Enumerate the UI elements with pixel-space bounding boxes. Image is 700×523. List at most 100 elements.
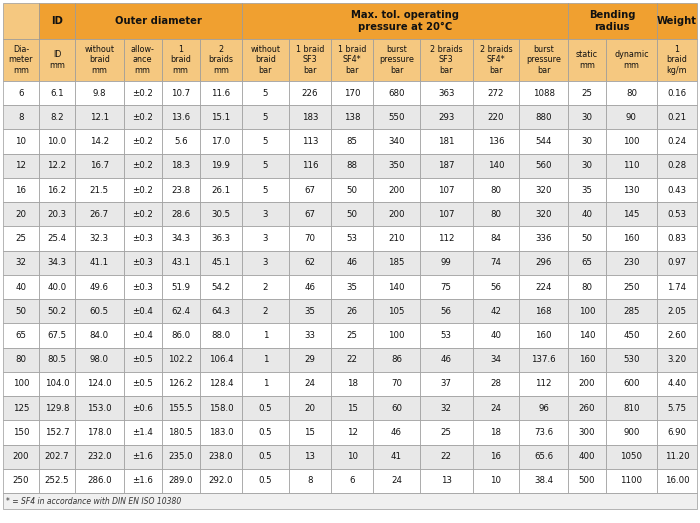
Text: ±1.4: ±1.4 <box>132 428 153 437</box>
Bar <box>39 202 75 226</box>
Text: 80: 80 <box>626 88 637 98</box>
Text: 160: 160 <box>623 234 640 243</box>
Text: 160: 160 <box>536 331 552 340</box>
Text: Outer diameter: Outer diameter <box>115 16 202 26</box>
Bar <box>519 299 568 323</box>
Text: 100: 100 <box>579 306 595 316</box>
Bar <box>331 396 373 420</box>
Bar <box>331 445 373 469</box>
Text: 38.4: 38.4 <box>534 476 553 485</box>
Text: 17.0: 17.0 <box>211 137 230 146</box>
Text: 224: 224 <box>536 282 552 291</box>
Text: 202.7: 202.7 <box>45 452 69 461</box>
Text: allow-
ance
mm: allow- ance mm <box>131 45 155 75</box>
Text: 550: 550 <box>389 113 405 122</box>
Text: 53: 53 <box>441 331 452 340</box>
Bar <box>39 469 75 493</box>
Text: 21.5: 21.5 <box>90 186 108 195</box>
Text: 26.1: 26.1 <box>211 186 230 195</box>
Text: 15: 15 <box>346 404 358 413</box>
Text: 126.2: 126.2 <box>169 380 193 389</box>
Text: 4.40: 4.40 <box>667 380 687 389</box>
Text: 200: 200 <box>13 452 29 461</box>
Text: 105: 105 <box>389 306 405 316</box>
Text: 1050: 1050 <box>620 452 643 461</box>
Text: 153.0: 153.0 <box>87 404 111 413</box>
Text: without
braid
mm: without braid mm <box>84 45 114 75</box>
Bar <box>162 469 200 493</box>
Bar <box>75 348 124 372</box>
Bar <box>606 420 657 445</box>
Bar <box>75 202 124 226</box>
Bar <box>519 154 568 178</box>
Text: 145: 145 <box>623 210 640 219</box>
Text: 1: 1 <box>262 380 268 389</box>
Text: 112: 112 <box>536 380 552 389</box>
Bar <box>75 275 124 299</box>
Bar <box>657 323 697 348</box>
Text: ±0.2: ±0.2 <box>132 210 153 219</box>
Text: static
mm: static mm <box>576 50 598 70</box>
Text: 272: 272 <box>488 88 504 98</box>
Text: 0.97: 0.97 <box>667 258 687 267</box>
Bar <box>242 3 568 39</box>
Bar <box>568 445 606 469</box>
Text: 22: 22 <box>441 452 452 461</box>
Bar <box>288 81 331 105</box>
Text: 293: 293 <box>438 113 454 122</box>
Text: 130: 130 <box>623 186 640 195</box>
Bar <box>331 178 373 202</box>
Bar <box>606 348 657 372</box>
Bar <box>420 251 473 275</box>
Bar <box>162 348 200 372</box>
Text: 129.8: 129.8 <box>45 404 69 413</box>
Bar <box>519 251 568 275</box>
Text: 128.4: 128.4 <box>209 380 233 389</box>
Bar <box>3 299 39 323</box>
Text: 16.00: 16.00 <box>664 476 690 485</box>
Text: 32: 32 <box>441 404 452 413</box>
Text: 500: 500 <box>579 476 595 485</box>
Bar <box>373 202 420 226</box>
Text: 30.5: 30.5 <box>211 210 230 219</box>
Text: 90: 90 <box>626 113 637 122</box>
Bar <box>199 251 242 275</box>
Text: 8.2: 8.2 <box>50 113 64 122</box>
Bar <box>3 251 39 275</box>
Text: 286.0: 286.0 <box>87 476 111 485</box>
Bar <box>420 81 473 105</box>
Bar <box>75 299 124 323</box>
Text: 0.5: 0.5 <box>258 452 272 461</box>
Bar <box>39 154 75 178</box>
Bar <box>519 469 568 493</box>
Bar <box>519 202 568 226</box>
Text: 5: 5 <box>262 137 268 146</box>
Text: 0.28: 0.28 <box>667 161 687 170</box>
Bar <box>420 105 473 130</box>
Bar <box>519 275 568 299</box>
Text: 124.0: 124.0 <box>87 380 111 389</box>
Text: 232.0: 232.0 <box>87 452 111 461</box>
Text: 62: 62 <box>304 258 315 267</box>
Text: 98.0: 98.0 <box>90 355 108 364</box>
Text: 15: 15 <box>304 428 315 437</box>
Bar <box>39 348 75 372</box>
Text: 6: 6 <box>18 88 24 98</box>
Text: 15.1: 15.1 <box>211 113 230 122</box>
Text: 80: 80 <box>491 210 501 219</box>
Text: 100: 100 <box>13 380 29 389</box>
Bar <box>124 105 162 130</box>
Bar <box>420 372 473 396</box>
Text: 80: 80 <box>491 186 501 195</box>
Text: 5.75: 5.75 <box>667 404 687 413</box>
Text: ±0.5: ±0.5 <box>132 380 153 389</box>
Text: 24: 24 <box>391 476 402 485</box>
Text: 600: 600 <box>623 380 640 389</box>
Text: 140: 140 <box>389 282 405 291</box>
Text: 67: 67 <box>304 186 315 195</box>
Bar <box>606 202 657 226</box>
Bar <box>331 275 373 299</box>
Text: 62.4: 62.4 <box>172 306 190 316</box>
Bar <box>242 251 288 275</box>
Bar <box>288 348 331 372</box>
